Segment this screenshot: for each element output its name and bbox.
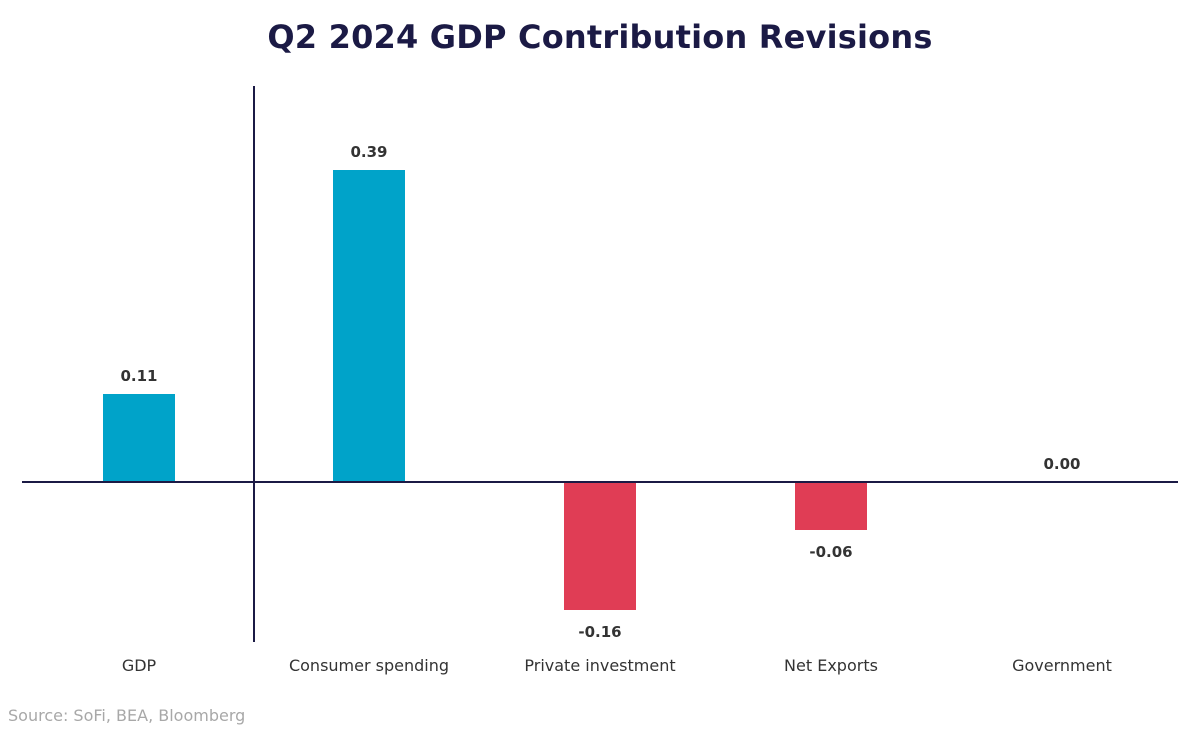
value-labels-group: 0.11 0.39 -0.16 -0.06 0.00 bbox=[120, 143, 1080, 641]
value-label-government: 0.00 bbox=[1043, 455, 1080, 473]
category-label-net-exports: Net Exports bbox=[784, 656, 878, 675]
value-label-gdp: 0.11 bbox=[120, 367, 157, 385]
category-label-private-investment: Private investment bbox=[524, 656, 675, 675]
category-label-gdp: GDP bbox=[122, 656, 157, 675]
category-labels-group: GDP Consumer spending Private investment Ne… bbox=[122, 656, 1112, 675]
category-label-government: Government bbox=[1012, 656, 1112, 675]
bars-group bbox=[103, 170, 867, 610]
source-note: Source: SoFi, BEA, Bloomberg bbox=[8, 706, 246, 725]
bar-gdp bbox=[103, 394, 175, 482]
bar-net-exports bbox=[795, 482, 867, 530]
value-label-net-exports: -0.06 bbox=[809, 543, 852, 561]
bar-private-investment bbox=[564, 482, 636, 610]
category-label-consumer-spending: Consumer spending bbox=[289, 656, 449, 675]
value-label-private-investment: -0.16 bbox=[578, 623, 621, 641]
chart-title: Q2 2024 GDP Contribution Revisions bbox=[267, 18, 933, 56]
bar-consumer-spending bbox=[333, 170, 405, 482]
value-label-consumer-spending: 0.39 bbox=[350, 143, 387, 161]
